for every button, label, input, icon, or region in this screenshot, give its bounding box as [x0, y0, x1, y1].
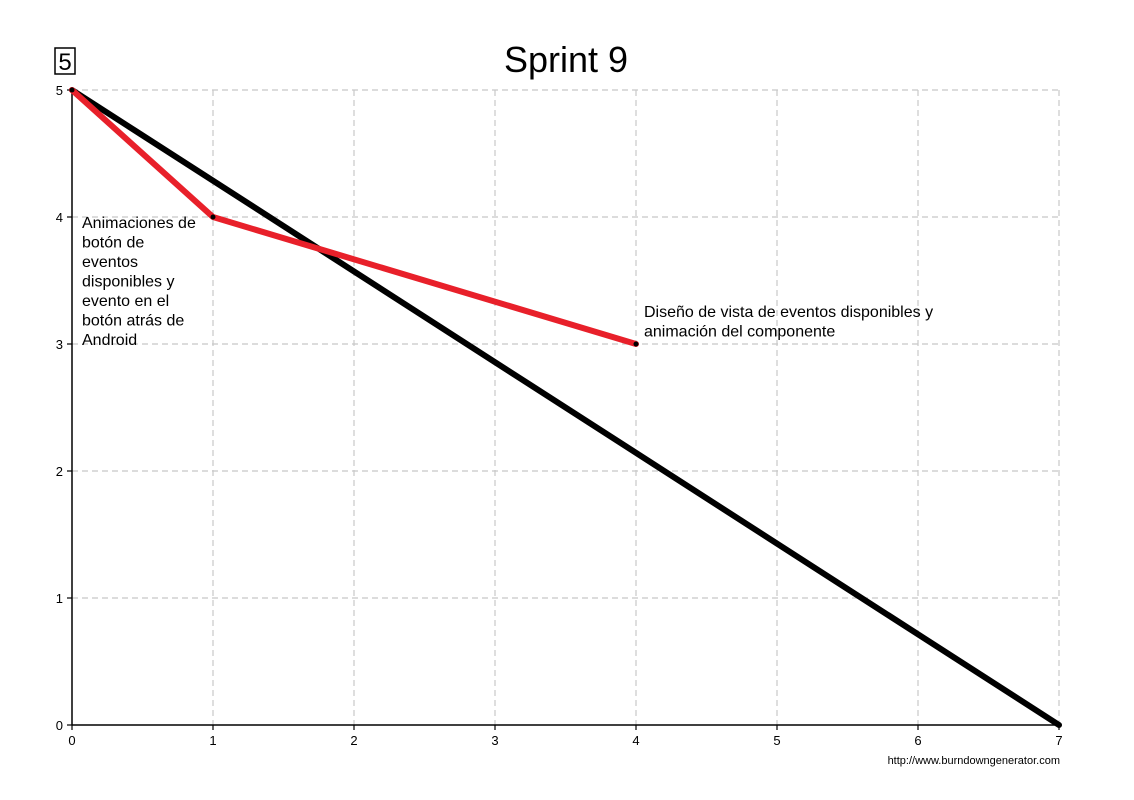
- x-tick-label-4: 4: [632, 733, 639, 748]
- y-tick-label-2: 2: [56, 464, 63, 479]
- x-tick-label-0: 0: [68, 733, 75, 748]
- annotation-2: Diseño de vista de eventos disponibles y…: [644, 304, 933, 341]
- series-lines: [69, 87, 1062, 728]
- y-tick-label-1: 1: [56, 591, 63, 606]
- annotation-1-line-7: Android: [82, 332, 137, 349]
- annotation-1-line-1: Animaciones de: [82, 215, 196, 232]
- x-tick-label-3: 3: [491, 733, 498, 748]
- x-tick-label-7: 7: [1055, 733, 1062, 748]
- x-tick-label-6: 6: [914, 733, 921, 748]
- grid-lines: [72, 89, 1060, 725]
- actual-line-point-1: [210, 214, 216, 220]
- y-axis-ticks: 0 1 2 3 4 5: [56, 83, 72, 733]
- y-tick-label-4: 4: [56, 210, 63, 225]
- actual-line-point-0: [69, 87, 75, 93]
- annotation-2-line-2: animación del componente: [644, 324, 835, 341]
- annotation-2-line-1: Diseño de vista de eventos disponibles y: [644, 304, 933, 321]
- annotation-1-line-4: disponibles y: [82, 274, 175, 291]
- annotation-1: Animaciones de botón de eventos disponibles…: [82, 215, 196, 349]
- credit-link[interactable]: http://www.burndowngenerator.com: [888, 755, 1060, 767]
- annotation-1-line-6: botón atrás de: [82, 313, 184, 330]
- x-tick-label-5: 5: [773, 733, 780, 748]
- x-tick-label-1: 1: [209, 733, 216, 748]
- total-points-badge: 5: [58, 49, 71, 76]
- annotation-1-line-2: botón de: [82, 235, 144, 252]
- ideal-line: [69, 87, 1062, 728]
- x-tick-label-2: 2: [350, 733, 357, 748]
- y-tick-label-0: 0: [56, 718, 63, 733]
- ideal-line-point-1: [1056, 722, 1062, 728]
- annotation-1-line-5: evento en el: [82, 293, 169, 310]
- axes: [71, 90, 1059, 726]
- y-tick-label-5: 5: [56, 83, 63, 98]
- annotation-1-line-3: eventos: [82, 254, 138, 271]
- chart-title: Sprint 9: [504, 39, 628, 80]
- actual-line-point-2: [633, 341, 639, 347]
- annotations: Animaciones de botón de eventos disponibles…: [82, 215, 933, 349]
- total-points-badge-frame: [54, 47, 76, 75]
- y-tick-label-3: 3: [56, 337, 63, 352]
- x-axis-ticks: 0 1 2 3 4 5 6 7: [68, 725, 1063, 748]
